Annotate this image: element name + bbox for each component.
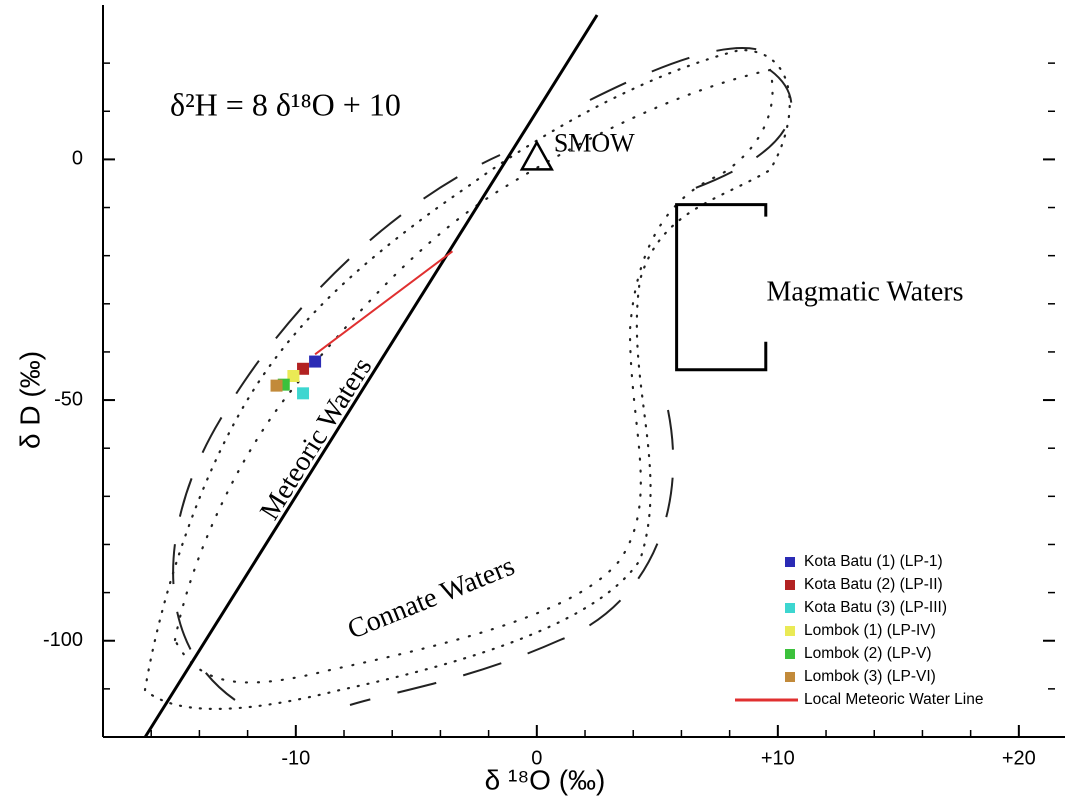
x-tick-label: +10 [761,747,795,769]
point [297,362,310,375]
annotation: Magmatic Waters [766,276,963,307]
legend-label: Lombok (1) (LP-IV) [804,622,936,639]
point [287,370,300,382]
y-tick-label: -100 [43,629,83,651]
outer-dashes [172,47,793,706]
y-tick-label: 0 [72,148,83,170]
legend-label: Kota Batu (1) (LP-1) [804,553,943,570]
legend-label: Lombok (2) (LP-V) [804,645,931,662]
point [309,355,322,368]
magmatic-box [675,203,768,372]
legend-marker [785,672,795,682]
x-tick-label: -10 [281,747,310,769]
annotation: Meteoric Waters [254,352,378,525]
local-meteoric-water-line [314,250,454,356]
x-axis-label: δ ¹⁸O (‰) [485,764,606,795]
annotation: Connate Waters [343,551,519,646]
legend-marker [785,626,795,636]
meteoric-envelope [143,48,791,711]
x-tick-label: 0 [531,747,542,769]
legend-marker [785,603,795,613]
y-tick-label: -50 [54,388,83,410]
smow-label: SMOW [554,128,635,157]
point [297,387,310,400]
global-meteoric-water-line [143,14,599,738]
legend-label: Kota Batu (2) (LP-II) [804,576,943,593]
legend-label: Lombok (3) (LP-VI) [804,668,936,685]
legend-label: Kota Batu (3) (LP-III) [804,599,947,616]
y-axis-label: δ D (‰) [14,351,45,449]
legend-label: Local Meteoric Water Line [804,691,983,708]
legend-marker [785,649,795,659]
legend-marker [785,580,795,590]
annotation: δ²H = 8 δ¹⁸O + 10 [170,86,401,122]
legend-marker [785,557,795,567]
smow-marker [519,139,554,171]
x-tick-label: +20 [1002,747,1036,769]
point [270,379,283,392]
